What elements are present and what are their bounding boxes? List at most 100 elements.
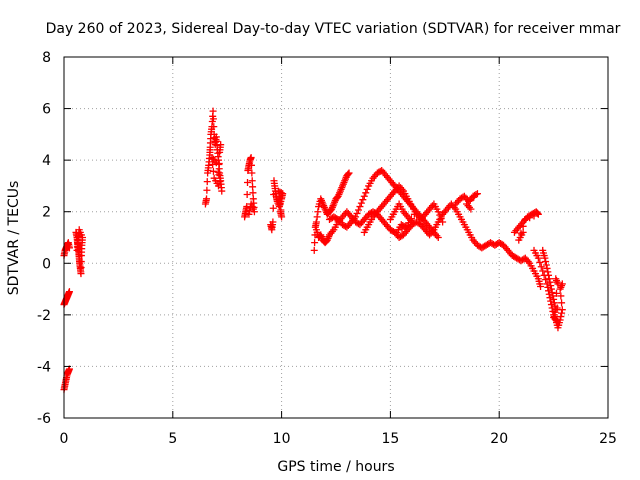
data-point: [545, 275, 553, 283]
data-point: [547, 282, 555, 290]
data-point: [203, 178, 211, 186]
data-point: [519, 228, 527, 236]
data-point: [77, 258, 85, 266]
data-point: [218, 187, 226, 195]
data-point: [407, 215, 415, 223]
data-point: [215, 171, 223, 179]
data-point: [400, 222, 408, 230]
data-point: [437, 215, 445, 223]
data-point: [434, 208, 442, 216]
x-tick-label: 0: [60, 431, 69, 447]
data-point: [470, 193, 478, 201]
data-point: [249, 183, 257, 191]
data-point: [247, 154, 255, 162]
data-point: [359, 196, 367, 204]
data-point: [244, 178, 252, 186]
data-point: [247, 200, 255, 208]
data-point: [243, 191, 251, 199]
data-point: [246, 203, 254, 211]
data-point: [269, 218, 277, 226]
data-point: [310, 246, 318, 254]
data-point: [466, 197, 474, 205]
data-point: [539, 267, 547, 275]
data-point: [360, 192, 368, 200]
axis-ticks: [63, 56, 609, 419]
data-point: [215, 160, 223, 168]
data-point: [246, 207, 254, 215]
data-point: [410, 210, 418, 218]
data-point: [557, 313, 565, 321]
y-tick-label: -2: [37, 308, 51, 324]
data-point: [536, 258, 544, 266]
data-point: [311, 239, 319, 247]
data-point: [558, 299, 566, 307]
data-point: [275, 192, 283, 200]
data-point: [209, 107, 217, 115]
data-point: [249, 189, 257, 197]
data-point: [278, 213, 286, 221]
data-point: [217, 141, 225, 149]
data-point: [467, 205, 475, 213]
data-point: [248, 177, 256, 185]
data-point: [405, 219, 413, 227]
data-point: [521, 215, 529, 223]
data-point: [65, 244, 73, 252]
x-tick-label: 15: [381, 431, 399, 447]
data-point: [537, 282, 545, 290]
data-point: [344, 170, 352, 178]
chart-title: Day 260 of 2023, Sidereal Day-to-day VTE…: [46, 21, 621, 37]
data-point: [547, 285, 555, 293]
data-point: [277, 206, 285, 214]
data-point: [541, 254, 549, 262]
data-point: [248, 169, 256, 177]
grid-lines: [64, 57, 608, 418]
y-tick-label: -6: [37, 411, 51, 427]
data-point: [439, 218, 447, 226]
data-point: [542, 261, 550, 269]
data-points: [60, 107, 566, 394]
data-point: [73, 246, 81, 254]
data-point: [549, 292, 557, 300]
data-point: [557, 292, 565, 300]
data-point: [542, 258, 550, 266]
data-point: [558, 309, 566, 317]
data-point: [269, 204, 277, 212]
data-point: [77, 264, 85, 272]
data-point: [545, 271, 553, 279]
data-point: [550, 295, 558, 303]
data-point: [209, 167, 217, 175]
data-point: [534, 254, 542, 262]
data-point: [434, 234, 442, 241]
data-point: [473, 190, 481, 198]
data-point: [357, 199, 365, 207]
y-tick-label: 6: [42, 102, 51, 118]
data-point: [534, 209, 542, 217]
y-tick-label: -4: [37, 359, 51, 375]
data-point: [313, 213, 321, 221]
x-tick-labels: 0 5 10 15 20 25: [60, 431, 617, 447]
data-point: [352, 213, 360, 221]
data-point: [209, 160, 217, 168]
data-point: [210, 123, 218, 131]
data-point: [345, 169, 353, 177]
data-point: [312, 218, 320, 226]
y-axis-label: SDTVAR / TECUs: [6, 181, 22, 296]
data-point: [214, 182, 222, 190]
data-point: [209, 115, 217, 123]
data-point: [436, 211, 444, 219]
x-tick-label: 5: [168, 431, 177, 447]
data-point: [408, 218, 416, 226]
data-point: [519, 222, 527, 230]
data-point: [537, 263, 545, 271]
data-point: [546, 278, 554, 286]
data-point: [553, 304, 561, 312]
x-tick-label: 20: [490, 431, 508, 447]
data-point: [354, 206, 362, 214]
data-point: [543, 264, 551, 272]
data-point: [558, 306, 566, 314]
data-point: [203, 186, 211, 194]
data-point: [208, 154, 216, 162]
data-point: [274, 187, 282, 195]
y-tick-label: 4: [42, 153, 51, 169]
